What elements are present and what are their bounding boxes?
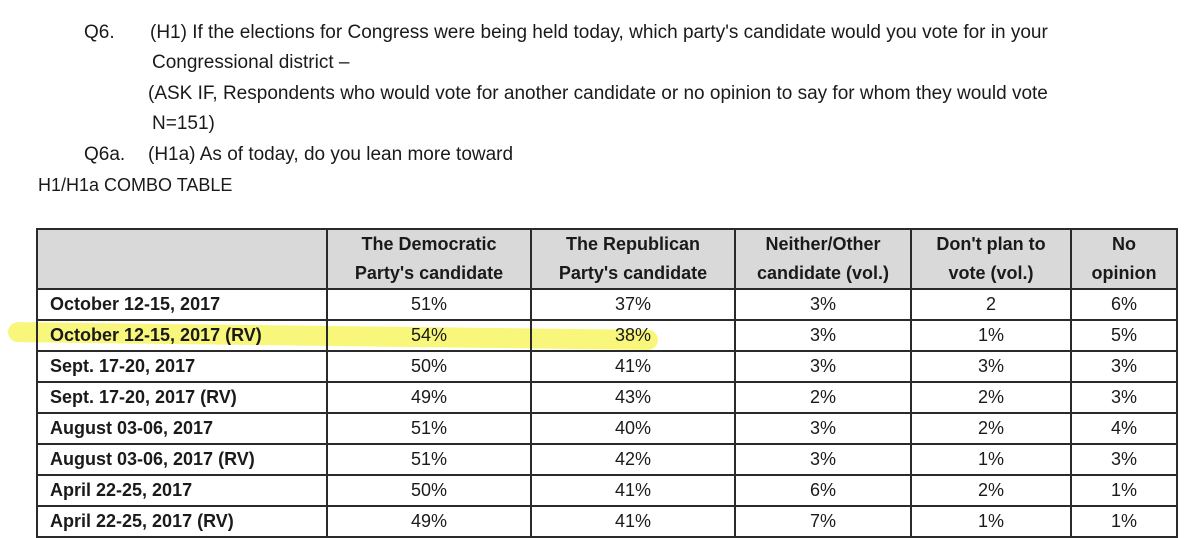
header-dontplan-line1: Don't plan to <box>936 234 1046 254</box>
header-republican: The Republican Party's candidate <box>530 228 736 290</box>
row-date: August 03-06, 2017 <box>36 412 328 445</box>
header-democratic: The Democratic Party's candidate <box>326 228 532 290</box>
header-noopinion-line1: No <box>1112 234 1136 254</box>
q6a-text: (H1a) As of today, do you lean more towa… <box>148 144 514 165</box>
row-date: Sept. 17-20, 2017 <box>36 350 328 383</box>
table-row: October 12-15, 2017 51% 37% 3% 2 6% <box>36 288 1178 321</box>
header-democratic-line2: Party's candidate <box>354 263 504 283</box>
cell-republican: 37% <box>530 288 736 321</box>
header-democratic-line1: The Democratic <box>361 234 497 254</box>
cell-democratic: 54% <box>326 319 532 352</box>
cell-dont-plan: 2% <box>910 412 1072 445</box>
cell-neither: 7% <box>734 505 912 538</box>
row-date: October 12-15, 2017 (RV) <box>36 319 328 352</box>
cell-no-opinion: 3% <box>1070 381 1178 414</box>
cell-republican: 41% <box>530 505 736 538</box>
cell-democratic: 51% <box>326 412 532 445</box>
cell-neither: 3% <box>734 443 912 476</box>
cell-dont-plan: 3% <box>910 350 1072 383</box>
cell-republican: 43% <box>530 381 736 414</box>
header-neither-line1: Neither/Other <box>765 234 881 254</box>
row-date: August 03-06, 2017 (RV) <box>36 443 328 476</box>
cell-neither: 3% <box>734 319 912 352</box>
table-row: October 12-15, 2017 (RV) 54% 38% 3% 1% 5… <box>36 319 1178 352</box>
table-header-row: The Democratic Party's candidate The Rep… <box>36 228 1178 290</box>
table-row: Sept. 17-20, 2017 (RV) 49% 43% 2% 2% 3% <box>36 381 1178 414</box>
q6-number: Q6. <box>84 22 115 43</box>
cell-democratic: 50% <box>326 474 532 507</box>
row-date: April 22-25, 2017 (RV) <box>36 505 328 538</box>
combo-table: The Democratic Party's candidate The Rep… <box>36 228 1178 538</box>
cell-republican: 38% <box>530 319 736 352</box>
cell-republican: 40% <box>530 412 736 445</box>
combo-table-title: H1/H1a COMBO TABLE <box>38 175 233 195</box>
table-row: April 22-25, 2017 50% 41% 6% 2% 1% <box>36 474 1178 507</box>
cell-republican: 41% <box>530 350 736 383</box>
q6a-number: Q6a. <box>84 144 126 165</box>
row-date: April 22-25, 2017 <box>36 474 328 507</box>
cell-neither: 3% <box>734 412 912 445</box>
cell-neither: 3% <box>734 350 912 383</box>
header-neither-other: Neither/Other candidate (vol.) <box>734 228 912 290</box>
ask-if-line1: (ASK IF, Respondents who would vote for … <box>148 83 1048 104</box>
cell-dont-plan: 1% <box>910 443 1072 476</box>
cell-neither: 2% <box>734 381 912 414</box>
q6-text-line2: Congressional district – <box>152 52 350 73</box>
cell-democratic: 51% <box>326 288 532 321</box>
cell-democratic: 51% <box>326 443 532 476</box>
cell-no-opinion: 4% <box>1070 412 1178 445</box>
cell-dont-plan: 1% <box>910 319 1072 352</box>
table-row: April 22-25, 2017 (RV) 49% 41% 7% 1% 1% <box>36 505 1178 538</box>
cell-republican: 41% <box>530 474 736 507</box>
row-date: Sept. 17-20, 2017 (RV) <box>36 381 328 414</box>
cell-no-opinion: 3% <box>1070 350 1178 383</box>
cell-dont-plan: 2 <box>910 288 1072 321</box>
cell-no-opinion: 1% <box>1070 505 1178 538</box>
q6-text-line1: (H1) If the elections for Congress were … <box>150 22 1048 43</box>
table-row: Sept. 17-20, 2017 50% 41% 3% 3% 3% <box>36 350 1178 383</box>
cell-neither: 6% <box>734 474 912 507</box>
cell-no-opinion: 3% <box>1070 443 1178 476</box>
header-republican-line2: Party's candidate <box>558 263 708 283</box>
cell-democratic: 50% <box>326 350 532 383</box>
cell-no-opinion: 1% <box>1070 474 1178 507</box>
header-noopinion-line2: opinion <box>1091 263 1157 283</box>
cell-neither: 3% <box>734 288 912 321</box>
ask-if-line2: N=151) <box>152 113 215 134</box>
cell-dont-plan: 2% <box>910 474 1072 507</box>
cell-dont-plan: 2% <box>910 381 1072 414</box>
header-date-column <box>36 228 328 290</box>
cell-no-opinion: 5% <box>1070 319 1178 352</box>
header-neither-line2: candidate (vol.) <box>756 263 890 283</box>
cell-democratic: 49% <box>326 505 532 538</box>
cell-democratic: 49% <box>326 381 532 414</box>
row-date: October 12-15, 2017 <box>36 288 328 321</box>
header-dontplan-line2: vote (vol.) <box>948 263 1034 283</box>
header-dont-plan-to-vote: Don't plan to vote (vol.) <box>910 228 1072 290</box>
table-row: August 03-06, 2017 51% 40% 3% 2% 4% <box>36 412 1178 445</box>
header-republican-line1: The Republican <box>565 234 700 254</box>
cell-republican: 42% <box>530 443 736 476</box>
table-row: August 03-06, 2017 (RV) 51% 42% 3% 1% 3% <box>36 443 1178 476</box>
cell-dont-plan: 1% <box>910 505 1072 538</box>
header-no-opinion: No opinion <box>1070 228 1178 290</box>
cell-no-opinion: 6% <box>1070 288 1178 321</box>
